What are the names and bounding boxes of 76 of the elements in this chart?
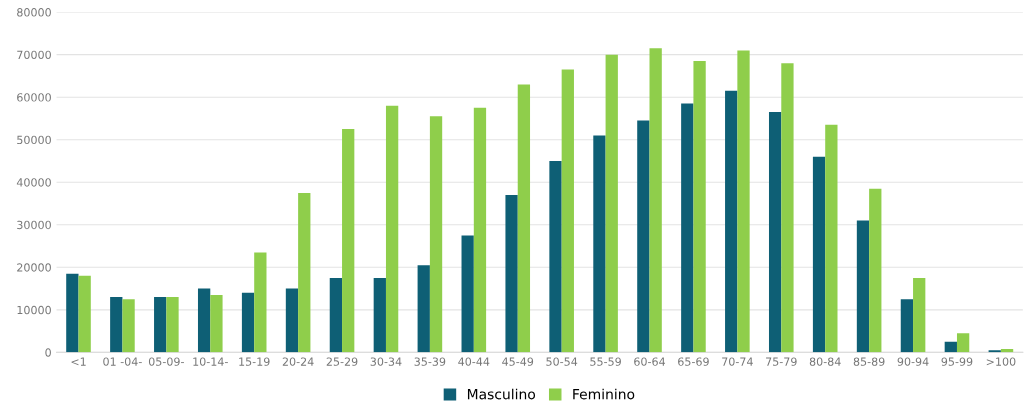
bar — [385, 105, 399, 353]
x-tick-label: 90-94 — [897, 357, 929, 366]
x-tick-label: 25-29 — [326, 357, 358, 366]
x-tick-label: 70-74 — [722, 357, 753, 366]
bar — [122, 299, 135, 353]
bar — [737, 50, 750, 353]
bar — [210, 294, 223, 353]
bar — [241, 292, 255, 353]
y-tick-label: 40000 — [16, 178, 51, 187]
y-tick-label: 20000 — [17, 263, 51, 272]
bar — [768, 112, 782, 353]
y-tick-label: 10000 — [17, 305, 51, 315]
x-tick-label: 01 -04- — [103, 357, 142, 366]
bar — [988, 350, 1001, 353]
y-tick-label: 50000 — [17, 135, 51, 145]
bar — [461, 235, 474, 353]
x-tick-label: 10-14- — [193, 357, 228, 366]
bar — [605, 54, 618, 353]
bar — [110, 297, 123, 353]
bar — [517, 84, 531, 353]
bar — [681, 103, 694, 353]
bar — [66, 273, 79, 353]
bar — [812, 156, 826, 353]
x-tick-label: 80-84 — [809, 357, 841, 366]
bar — [956, 333, 970, 353]
bar — [944, 341, 957, 353]
bar — [637, 120, 650, 353]
y-tick-label: 0 — [45, 348, 51, 357]
x-tick-label: 05-09- — [148, 357, 184, 366]
x-tick-label: >100 — [986, 357, 1016, 366]
y-tick-label: 30000 — [17, 220, 51, 230]
bar — [593, 135, 606, 353]
y-tick-label: 80000 — [17, 8, 51, 17]
bar — [549, 160, 562, 353]
bar — [869, 188, 882, 353]
bar — [649, 48, 662, 353]
legend-label: Feminino — [573, 388, 635, 400]
bar — [913, 277, 926, 353]
x-tick-label: 60-64 — [634, 357, 666, 366]
x-tick-label: 50-54 — [546, 357, 578, 366]
x-tick-label: 55-59 — [590, 357, 621, 366]
bar — [373, 277, 386, 353]
bar — [561, 69, 574, 353]
x-tick-label: 65-69 — [678, 357, 709, 366]
bar — [329, 277, 343, 353]
bar — [342, 129, 355, 353]
bar — [254, 252, 267, 353]
bar — [856, 220, 870, 353]
y-tick-label: 70000 — [17, 50, 51, 60]
bar — [166, 297, 179, 353]
bar — [825, 124, 838, 353]
bar — [197, 288, 211, 353]
bar — [693, 61, 706, 353]
x-tick-label: 95-99 — [941, 357, 973, 366]
bar — [417, 265, 430, 353]
x-tick-label: 45-49 — [502, 357, 534, 366]
bar — [473, 107, 487, 353]
x-tick-label: 35-39 — [414, 357, 446, 366]
legend-label: Masculino — [467, 388, 536, 400]
x-tick-label: 40-44 — [458, 357, 490, 366]
x-tick-label: 85-89 — [853, 357, 885, 366]
bar — [900, 299, 914, 353]
x-tick-label: 75-79 — [766, 357, 797, 366]
x-tick-label: 30-34 — [370, 357, 402, 366]
bar — [78, 275, 91, 353]
bar — [781, 63, 794, 353]
x-tick-label: 15-19 — [239, 357, 270, 366]
bar — [725, 90, 738, 353]
bar — [285, 288, 299, 353]
x-tick-label: 20-24 — [282, 357, 314, 366]
bar — [298, 192, 311, 353]
y-tick-label: 60000 — [17, 93, 51, 102]
bar — [505, 195, 518, 353]
x-tick-label: <1 — [71, 357, 86, 366]
bar — [429, 116, 443, 353]
bar — [154, 297, 167, 353]
